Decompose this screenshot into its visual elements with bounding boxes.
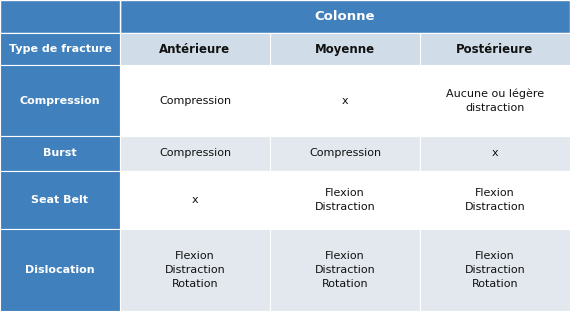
Bar: [0, 136, 120, 171]
Text: x: x: [192, 195, 198, 205]
Bar: [120, 0, 570, 33]
Text: Dislocation: Dislocation: [25, 265, 95, 275]
Text: Postérieure: Postérieure: [457, 43, 534, 56]
Bar: [420, 171, 570, 229]
Bar: [120, 136, 270, 171]
Text: x: x: [492, 148, 498, 158]
Bar: [120, 66, 270, 136]
Text: Compression: Compression: [159, 95, 231, 105]
Text: Burst: Burst: [43, 148, 77, 158]
Bar: [270, 136, 420, 171]
Text: Type de fracture: Type de fracture: [9, 44, 111, 54]
Bar: [0, 0, 120, 33]
Text: Flexion
Distraction
Rotation: Flexion Distraction Rotation: [465, 251, 526, 289]
Bar: [420, 229, 570, 311]
Text: Aucune ou légère
distraction: Aucune ou légère distraction: [446, 88, 544, 113]
Bar: [0, 33, 120, 66]
Bar: [0, 66, 120, 136]
Text: Antérieure: Antérieure: [160, 43, 230, 56]
Text: Compression: Compression: [159, 148, 231, 158]
Bar: [120, 171, 270, 229]
Text: Flexion
Distraction
Rotation: Flexion Distraction Rotation: [315, 251, 376, 289]
Bar: [420, 33, 570, 66]
Text: Flexion
Distraction: Flexion Distraction: [465, 188, 526, 212]
Text: Colonne: Colonne: [315, 10, 375, 23]
Text: Flexion
Distraction: Flexion Distraction: [315, 188, 376, 212]
Bar: [120, 229, 270, 311]
Text: Compression: Compression: [309, 148, 381, 158]
Bar: [420, 66, 570, 136]
Text: Compression: Compression: [20, 95, 100, 105]
Bar: [270, 66, 420, 136]
Bar: [0, 171, 120, 229]
Bar: [420, 136, 570, 171]
Bar: [120, 33, 270, 66]
Text: Moyenne: Moyenne: [315, 43, 375, 56]
Text: Flexion
Distraction
Rotation: Flexion Distraction Rotation: [165, 251, 225, 289]
Bar: [0, 229, 120, 311]
Bar: [270, 33, 420, 66]
Bar: [270, 229, 420, 311]
Text: x: x: [341, 95, 348, 105]
Bar: [270, 171, 420, 229]
Text: Seat Belt: Seat Belt: [31, 195, 88, 205]
